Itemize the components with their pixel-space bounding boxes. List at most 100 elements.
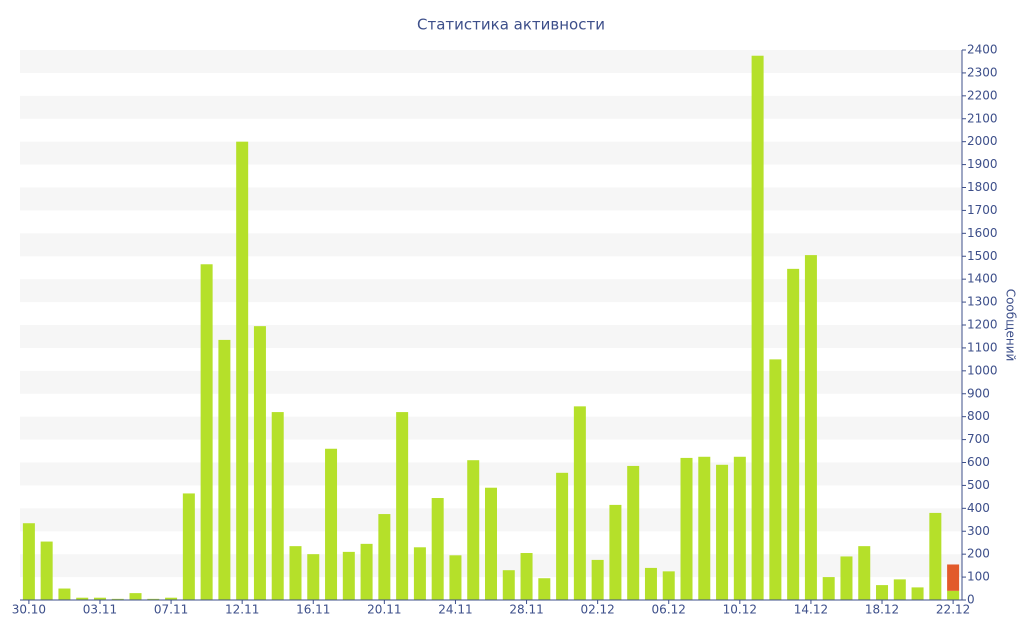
y-tick-label: 2300 [967,65,998,79]
x-tick-label: 06.12 [652,603,686,617]
bar [200,264,213,600]
bar [182,493,195,600]
x-tick-label: 02.12 [580,603,614,617]
bar [858,546,871,600]
bar [840,556,853,600]
x-tick-label: 16.11 [296,603,330,617]
y-tick-label: 500 [967,478,990,492]
x-tick-label: 14.12 [794,603,828,617]
y-tick-label: 300 [967,524,990,538]
bar [716,464,729,600]
bar [502,570,515,600]
y-tick-label: 1400 [967,272,998,286]
y-tick-label: 200 [967,547,990,561]
y-tick-label: 100 [967,570,990,584]
bar [733,456,746,600]
x-tick-label: 12.11 [225,603,259,617]
bar [947,590,960,600]
y-tick-label: 1200 [967,318,998,332]
bar [307,554,320,600]
bar [751,55,764,600]
grid-band [20,187,962,211]
bar [556,472,569,600]
chart-title: Статистика активности [417,16,605,34]
bar [538,578,551,600]
bar [22,523,35,600]
bar [520,553,533,600]
bar [591,559,604,600]
bar [893,579,906,600]
bar [289,546,302,600]
bar [165,597,178,600]
bar [236,141,249,600]
y-tick-label: 2100 [967,111,998,125]
y-tick-label: 800 [967,409,990,423]
bar [93,597,106,600]
x-tick-label: 20.11 [367,603,401,617]
y-tick-label: 1700 [967,203,998,217]
y-tick-label: 1900 [967,157,998,171]
bar [129,593,142,600]
x-tick-label: 28.11 [509,603,543,617]
x-tick-label: 18.12 [865,603,899,617]
y-tick-label: 1300 [967,295,998,309]
x-tick-label: 30.10 [12,603,46,617]
bar [253,326,266,600]
bar [627,465,640,600]
grid-band [20,233,962,257]
y-axis-title: Сообщений [1004,289,1018,362]
bar [40,541,53,600]
bar [485,487,497,600]
grid-band [20,462,962,486]
bar [787,268,800,600]
bar [680,457,693,600]
grid-band [20,50,962,73]
bar [662,571,675,600]
y-tick-label: 600 [967,455,990,469]
y-tick-label: 2400 [967,43,998,57]
bar [58,588,71,600]
grid-band [20,325,962,348]
y-tick-label: 1500 [967,249,998,263]
bar [325,448,338,600]
x-tick-label: 07.11 [154,603,188,617]
bar [360,543,373,600]
grid-band [20,279,962,303]
bar [413,547,426,600]
bar [804,255,817,600]
bar [929,512,942,600]
x-tick-label: 24.11 [438,603,472,617]
bar [876,585,889,600]
bar [644,567,657,600]
y-tick-label: 400 [967,501,990,515]
bar [769,359,782,600]
bar [911,587,924,600]
bar [396,412,409,600]
bar [76,597,89,600]
bar [449,555,462,600]
bar [431,498,444,600]
x-tick-label: 10.12 [723,603,757,617]
bar [111,598,124,600]
grid-band [20,95,962,119]
y-tick-label: 900 [967,386,990,400]
bar [378,514,391,600]
grid-band [20,370,962,394]
bar [609,504,622,600]
bar [218,339,231,600]
bar [147,598,160,600]
bar [271,412,284,600]
y-tick-label: 2000 [967,134,998,148]
y-tick-label: 1600 [967,226,998,240]
x-tick-label: 03.11 [83,603,117,617]
x-tick-label: 22.12 [936,603,970,617]
y-tick-label: 0 [967,593,975,607]
grid-band [20,141,962,165]
y-tick-label: 700 [967,432,990,446]
bar [947,564,960,591]
y-tick-label: 1000 [967,363,998,377]
bar [822,577,835,600]
y-tick-label: 1100 [967,340,998,354]
bar [342,551,355,600]
